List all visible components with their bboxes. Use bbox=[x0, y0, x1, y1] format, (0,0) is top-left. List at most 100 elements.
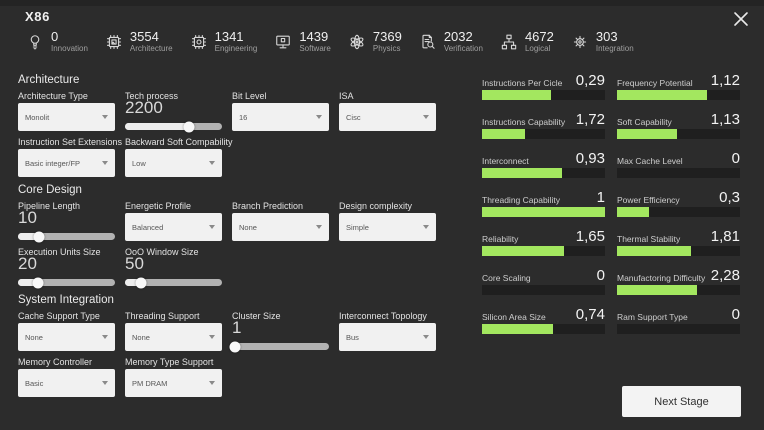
field-label: Branch Prediction bbox=[232, 201, 304, 211]
dropdown-value: None bbox=[132, 332, 150, 342]
gear-icon bbox=[570, 32, 590, 52]
next-stage-button[interactable]: Next Stage bbox=[622, 386, 741, 417]
memory-type-support-dropdown[interactable]: PM DRAM bbox=[125, 369, 222, 397]
stats-panel: Instructions Per Cicle 0,29 Frequency Pote… bbox=[482, 70, 740, 334]
stat-head: Reliability 1,65 bbox=[482, 226, 605, 244]
close-button[interactable] bbox=[729, 9, 753, 33]
stat-silicon-area-size: Silicon Area Size 0,74 bbox=[482, 304, 605, 334]
field-label: Pipeline Length bbox=[18, 201, 81, 211]
field-label: Instruction Set Extensions bbox=[18, 137, 123, 147]
dropdown-value: PM DRAM bbox=[132, 378, 168, 388]
interconnect-topology-dropdown[interactable]: Bus bbox=[339, 323, 436, 351]
field-memory-controller: Memory Controller Basic bbox=[18, 357, 115, 397]
chevron-down-icon bbox=[316, 115, 322, 119]
stat-head: Interconnect 0,93 bbox=[482, 148, 605, 166]
stat-head: Power Efficiency 0,3 bbox=[617, 187, 740, 205]
stat-value: 0 bbox=[596, 267, 605, 284]
field-label: Cache Support Type bbox=[18, 311, 100, 321]
chevron-down-icon bbox=[209, 161, 215, 165]
chevron-down-icon bbox=[423, 335, 429, 339]
field-ooo-window-size: OoO Window Size 50 bbox=[125, 247, 222, 288]
field-cluster-size: Cluster Size 1 bbox=[229, 311, 329, 352]
resource-count: 3554 bbox=[129, 29, 159, 44]
slider-handle[interactable] bbox=[32, 277, 44, 288]
slider-handle[interactable] bbox=[183, 121, 195, 132]
stat-value: 1,72 bbox=[575, 111, 605, 128]
dropdown-value: Balanced bbox=[132, 222, 164, 232]
slider-value: 10 bbox=[18, 208, 37, 227]
dropdown-value: Monolit bbox=[25, 112, 50, 122]
dropdown-value: Low bbox=[132, 158, 146, 168]
resource-count: 4672 bbox=[524, 29, 554, 44]
instruction-set-extensions-dropdown[interactable]: Basic integer/FP bbox=[18, 149, 115, 177]
document-magnifier-icon bbox=[418, 32, 438, 52]
stat-bar bbox=[617, 207, 740, 217]
stat-label: Power Efficiency bbox=[617, 195, 680, 205]
stat-head: Core Scaling 0 bbox=[482, 265, 605, 283]
energetic-profile-dropdown[interactable]: Balanced bbox=[125, 213, 222, 241]
resource-logical: 4672 Logical bbox=[499, 30, 554, 53]
field-label: Threading Support bbox=[125, 311, 200, 321]
stat-bar-fill bbox=[617, 207, 649, 217]
tech-process-slider[interactable] bbox=[125, 121, 222, 132]
resource-count: 1341 bbox=[214, 29, 244, 44]
stat-thermal-stability: Thermal Stability 1,81 bbox=[617, 226, 740, 256]
stat-manufactoring-difficulty: Manufactoring Difficulty 2,28 bbox=[617, 265, 740, 295]
resource-count: 0 bbox=[51, 29, 59, 44]
slider-handle[interactable] bbox=[33, 231, 45, 242]
field-row: Pipeline Length 10 Energetic Profile Balanc… bbox=[18, 201, 450, 242]
dropdown-value: None bbox=[239, 222, 257, 232]
bit-level-dropdown[interactable]: 16 bbox=[232, 103, 329, 131]
stat-head: Manufactoring Difficulty 2,28 bbox=[617, 265, 740, 283]
chevron-down-icon bbox=[209, 335, 215, 339]
field-label: Backward Soft Compability bbox=[125, 137, 233, 147]
resource-integration: 303 Integration bbox=[570, 30, 634, 53]
stat-bar bbox=[617, 246, 740, 256]
stat-head: Max Cache Level 0 bbox=[617, 148, 740, 166]
monitor-chip-icon bbox=[273, 32, 293, 52]
resource-label: Engineering bbox=[214, 44, 258, 53]
stat-bar-fill bbox=[482, 129, 526, 139]
stat-label: Interconnect bbox=[482, 156, 529, 166]
stat-bar-fill bbox=[482, 168, 562, 178]
resource-label: Logical bbox=[524, 44, 551, 53]
isa-dropdown[interactable]: Cisc bbox=[339, 103, 436, 131]
cache-support-type-dropdown[interactable]: None bbox=[18, 323, 115, 351]
stat-bar bbox=[617, 90, 740, 100]
resource-label: Software bbox=[299, 44, 331, 53]
resource-text: 4672 Logical bbox=[525, 30, 554, 53]
field-row: Instruction Set Extensions Basic integer/… bbox=[18, 137, 450, 177]
stat-value: 0,93 bbox=[575, 150, 605, 167]
atom-icon bbox=[347, 32, 367, 52]
dropdown-value: None bbox=[25, 332, 43, 342]
stat-frequency-potential: Frequency Potential 1,12 bbox=[617, 70, 740, 100]
tech-process-slider-wrap: 2200 bbox=[125, 98, 222, 132]
slider-handle[interactable] bbox=[229, 341, 241, 352]
stat-bar-fill bbox=[482, 207, 605, 217]
memory-controller-dropdown[interactable]: Basic bbox=[18, 369, 115, 397]
pipeline-length-slider-wrap: 10 bbox=[18, 208, 115, 242]
stat-value: 0 bbox=[731, 306, 740, 323]
ooo-window-size-slider[interactable] bbox=[125, 277, 222, 288]
slider-handle[interactable] bbox=[135, 277, 147, 288]
architecture-type-dropdown[interactable]: Monolit bbox=[18, 103, 115, 131]
section-title: Architecture bbox=[18, 74, 80, 86]
branch-prediction-dropdown[interactable]: None bbox=[232, 213, 329, 241]
pipeline-length-slider[interactable] bbox=[18, 231, 115, 242]
backward-soft-compability-dropdown[interactable]: Low bbox=[125, 149, 222, 177]
dropdown-value: Simple bbox=[346, 222, 369, 232]
cluster-size-slider[interactable] bbox=[229, 341, 329, 352]
resource-text: 303 Integration bbox=[596, 30, 634, 53]
chevron-down-icon bbox=[102, 335, 108, 339]
threading-support-dropdown[interactable]: None bbox=[125, 323, 222, 351]
slider-value: 2200 bbox=[125, 98, 163, 117]
design-complexity-dropdown[interactable]: Simple bbox=[339, 213, 436, 241]
stat-value: 0,29 bbox=[575, 72, 605, 89]
field-row: Execution Units Size 20 OoO Window Size 50 bbox=[18, 247, 450, 288]
execution-units-size-slider[interactable] bbox=[18, 277, 115, 288]
section-system-integration: System Integration Cache Support Type None… bbox=[18, 294, 450, 397]
chevron-down-icon bbox=[316, 225, 322, 229]
resource-architecture: 3554 Architecture bbox=[104, 30, 173, 53]
stat-head: Silicon Area Size 0,74 bbox=[482, 304, 605, 322]
stat-bar bbox=[482, 246, 605, 256]
